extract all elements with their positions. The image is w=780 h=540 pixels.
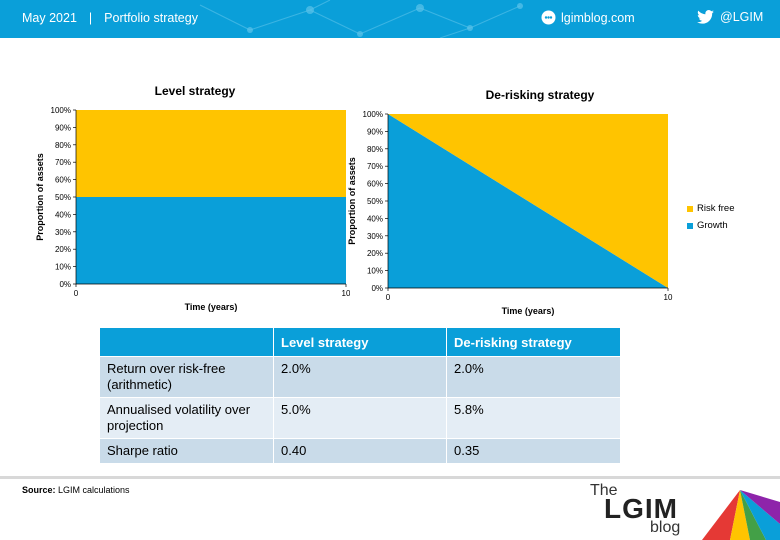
y-axis-title: Proportion of assets [35, 153, 45, 241]
source-label: Source: [22, 485, 56, 495]
table-header-level: Level strategy [273, 328, 447, 357]
y-tick-label: 70% [367, 162, 383, 171]
y-tick-label: 30% [55, 228, 71, 237]
table-header-row: Level strategy De-risking strategy [100, 328, 621, 357]
row-label: Return over risk-free (arithmetic) [100, 356, 274, 398]
logo-blog: blog [650, 519, 681, 536]
derisking-value: 2.0% [446, 356, 621, 398]
header-breadcrumb: May 2021 | Portfolio strategy [22, 11, 198, 25]
x-axis-title: Time (years) [185, 302, 238, 312]
chart2-title: De-risking strategy [485, 88, 595, 102]
y-tick-label: 50% [55, 193, 71, 202]
area-growth [76, 197, 346, 284]
table-row: Return over risk-free (arithmetic) 2.0% … [100, 356, 621, 398]
table-row: Sharpe ratio 0.40 0.35 [100, 438, 621, 463]
logo-the: The [590, 482, 618, 499]
twitter-icon [697, 10, 714, 24]
y-tick-label: 80% [367, 145, 383, 154]
table-header-derisking: De-risking strategy [446, 328, 621, 357]
y-tick-label: 90% [55, 123, 71, 132]
derisking-value: 0.35 [446, 438, 621, 463]
x-axis-title: Time (years) [502, 306, 555, 316]
y-tick-label: 80% [55, 141, 71, 150]
level-value: 5.0% [273, 397, 447, 439]
area-risk-free [76, 110, 346, 197]
lgim-blog-logo: The LGIM blog [590, 482, 780, 540]
blog-icon [541, 10, 556, 25]
level-value: 2.0% [273, 356, 447, 398]
logo-lgim: LGIM [604, 493, 678, 524]
y-tick-label: 20% [55, 245, 71, 254]
y-tick-label: 0% [371, 284, 383, 293]
x-tick-label: 10 [342, 289, 350, 298]
derisking-value: 5.8% [446, 397, 621, 439]
y-tick-label: 60% [367, 180, 383, 189]
footer-divider [0, 476, 780, 479]
level-value: 0.40 [273, 438, 447, 463]
header-date: May 2021 [22, 11, 77, 25]
table-row: Annualised volatility over projection 5.… [100, 397, 621, 439]
y-tick-label: 90% [367, 127, 383, 136]
y-tick-label: 100% [363, 110, 383, 119]
row-label: Sharpe ratio [100, 438, 274, 463]
source-note: Source: LGIM calculations [22, 485, 130, 495]
y-tick-label: 60% [55, 176, 71, 185]
y-tick-label: 40% [367, 214, 383, 223]
y-tick-label: 20% [367, 249, 383, 258]
chart-legend: Risk free Growth [687, 200, 734, 234]
legend-label-risk-free: Risk free [697, 203, 735, 214]
legend-swatch-risk-free [687, 205, 693, 212]
y-tick-label: 70% [55, 158, 71, 167]
y-axis-title: Proportion of assets [347, 157, 357, 245]
network-pattern [199, 0, 523, 38]
level-strategy-chart: 0% 10% 20% 30% 40% 50% 60% 70% 80% 90% 100% 0 10 Time… [35, 106, 350, 312]
row-label: Annualised volatility over projection [100, 397, 274, 439]
header-section: Portfolio strategy [104, 11, 198, 25]
umbrella-graphic [702, 490, 780, 540]
strategy-comparison-table: Level strategy De-risking strategy Retur… [100, 328, 621, 463]
y-tick-label: 50% [367, 197, 383, 206]
x-tick-label: 10 [664, 293, 673, 302]
twitter-link[interactable]: @LGIM [697, 10, 763, 24]
chart1-title: Level strategy [154, 84, 236, 98]
area-risk-free [388, 114, 668, 288]
source-text: LGIM calculations [58, 485, 130, 495]
x-tick-label: 0 [386, 293, 391, 302]
y-tick-label: 40% [55, 210, 71, 219]
site-text: lgimblog.com [561, 10, 635, 25]
y-tick-label: 10% [367, 267, 383, 276]
y-tick-label: 30% [367, 232, 383, 241]
y-tick-label: 100% [51, 106, 71, 115]
header-bar: May 2021 | Portfolio strategy lgimblog.com… [0, 0, 780, 38]
site-link[interactable]: lgimblog.com [541, 10, 635, 25]
legend-item-risk-free: Risk free [687, 200, 734, 217]
legend-item-growth: Growth [687, 217, 734, 234]
twitter-handle: @LGIM [720, 10, 764, 24]
x-tick-label: 0 [74, 289, 79, 298]
y-tick-label: 0% [59, 280, 71, 289]
derisking-strategy-chart: 0% 10% 20% 30% 40% 50% 60% 70% 80% 90% 100% 0 10 Time… [347, 110, 673, 316]
y-tick-label: 10% [55, 263, 71, 272]
table-header-empty [100, 328, 274, 357]
header-separator: | [88, 11, 93, 25]
legend-swatch-growth [687, 222, 693, 229]
legend-label-growth: Growth [697, 220, 728, 231]
